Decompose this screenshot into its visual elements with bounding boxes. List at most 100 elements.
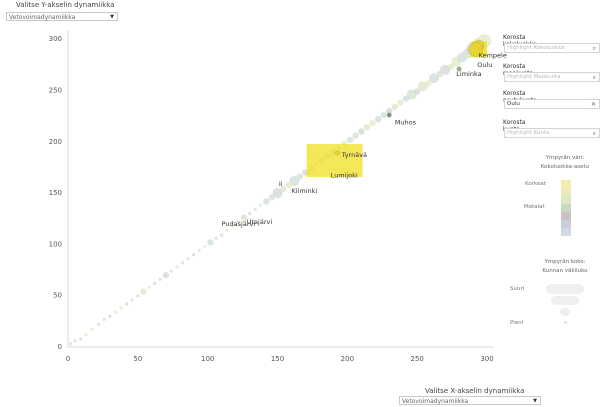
data-point (97, 322, 101, 327)
data-point (102, 317, 106, 321)
point-label: Tyrnävä (341, 151, 367, 159)
x-tick-label: 250 (410, 355, 423, 363)
data-point (158, 277, 162, 281)
data-point (169, 269, 173, 273)
x-tick-label: 50 (133, 355, 142, 363)
data-point (289, 175, 300, 186)
color-legend-swatch (561, 212, 571, 220)
data-point (192, 253, 196, 257)
kokoluokka-highlight-input[interactable]: Highlight Kokoluokka ⌕ (504, 43, 600, 53)
input-text: Highlight Kokoluokka (507, 45, 565, 51)
data-point (380, 111, 387, 119)
x-axis-control-label: Valitse X-akselin dynamiikka (425, 387, 525, 395)
data-point (358, 128, 365, 135)
data-point (247, 211, 252, 216)
close-icon[interactable]: ✕ (590, 101, 596, 108)
y-axis-control-label: Valitse Y-akselin dynamiikka (16, 1, 115, 9)
data-point (363, 124, 371, 131)
kunta-highlight-input[interactable]: Highlight Kunta ⌕ (504, 128, 600, 138)
data-point (90, 327, 94, 332)
x-axis-select[interactable]: Vetovoimadynamiikka ▼ (399, 396, 541, 405)
data-point (240, 214, 248, 221)
point-label: Pudasjärvi (222, 220, 256, 228)
data-point (391, 103, 399, 111)
data-point (113, 310, 118, 314)
size-legend-large-label: Suuri (510, 286, 525, 292)
data-point (413, 88, 421, 95)
input-text: Oulu (507, 101, 520, 107)
data-point (225, 228, 229, 232)
y-tick-label: 200 (49, 138, 62, 146)
data-point (69, 342, 73, 346)
data-point (447, 63, 454, 71)
data-point (180, 261, 185, 265)
data-point (253, 207, 257, 212)
y-tick-label: 250 (49, 86, 62, 94)
highlighted-point (468, 42, 484, 57)
data-point (374, 115, 382, 123)
x-tick-label: 150 (271, 355, 284, 363)
point-label: Kiiminki (291, 187, 317, 195)
color-legend-swatch (561, 220, 571, 228)
maakunta-highlight-input[interactable]: Highlight Maakunta ⌕ (504, 72, 600, 82)
size-legend-shape-1 (546, 284, 584, 294)
input-text: Highlight Kunta (507, 130, 550, 136)
data-point (73, 339, 77, 343)
y-axis-select[interactable]: Vetovoimadynamiikka ▼ (6, 12, 118, 21)
size-legend-title: Ympyrän koko: (544, 259, 586, 265)
input-text: Highlight Maakunta (507, 74, 561, 80)
color-legend-swatch (561, 180, 571, 188)
point-label: Oulu (477, 61, 492, 69)
data-point (425, 80, 432, 87)
seutukunta-highlight-input[interactable]: Oulu ✕ (504, 99, 600, 109)
color-legend-swatch (561, 196, 571, 204)
data-point (220, 233, 224, 237)
data-point (119, 306, 123, 310)
y-tick-label: 50 (53, 292, 62, 300)
search-icon: ⌕ (592, 130, 596, 137)
data-point (428, 73, 439, 84)
search-icon: ⌕ (592, 45, 596, 52)
y-tick-label: 100 (49, 240, 62, 248)
data-point (207, 239, 214, 246)
x-tick-label: 0 (66, 355, 70, 363)
highlighted-point (386, 112, 392, 118)
color-legend-subtitle: Kokoluokka-asetu (540, 164, 590, 170)
color-legend-swatch (561, 204, 571, 212)
x-axis-select-value: Vetovoimadynamiikka (402, 398, 469, 405)
data-point (272, 188, 283, 199)
data-point (214, 236, 218, 240)
data-point (84, 333, 88, 337)
point-label: Utajärvi (247, 218, 273, 226)
color-legend-swatch (561, 228, 571, 236)
data-point (78, 337, 83, 341)
data-point (130, 298, 134, 302)
search-icon: ⌕ (592, 74, 596, 81)
size-legend-small-label: Pieni (510, 320, 524, 326)
y-tick-label: 0 (58, 343, 62, 351)
data-point (140, 288, 147, 295)
size-legend-shape-4 (564, 321, 567, 324)
data-point (296, 173, 304, 180)
data-point (397, 99, 404, 106)
data-point (279, 185, 287, 193)
highlighted-point (456, 66, 462, 72)
point-label: Muhos (395, 118, 417, 126)
data-point (259, 203, 263, 207)
data-point (369, 120, 376, 127)
x-tick-label: 200 (341, 355, 354, 363)
highlighted-point (335, 150, 340, 156)
data-point (236, 220, 240, 224)
data-point (152, 281, 157, 285)
data-point (147, 285, 151, 290)
y-tick-label: 300 (49, 35, 62, 43)
point-label: Liminka (456, 70, 481, 78)
data-point (231, 224, 235, 228)
color-legend-swatch (561, 188, 571, 196)
data-point (386, 107, 393, 115)
x-tick-label: 300 (480, 355, 493, 363)
data-point (352, 132, 359, 139)
y-tick-label: 150 (49, 189, 62, 197)
color-legend-title: Ympyrän väri: (545, 155, 585, 161)
data-point (346, 136, 354, 143)
